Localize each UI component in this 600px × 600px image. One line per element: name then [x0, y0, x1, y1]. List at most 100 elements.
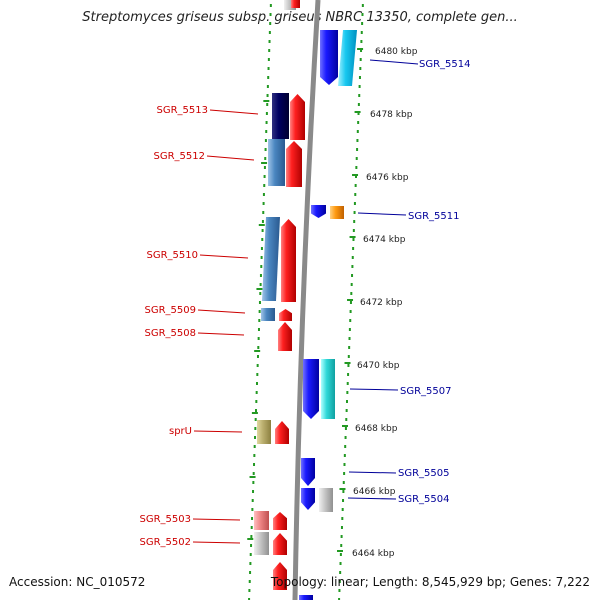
gene-sgr-5513-red[interactable]	[290, 94, 305, 140]
gene-sgr-5514-cyan[interactable]	[338, 30, 357, 86]
left-tick	[261, 229, 264, 232]
right-tick	[339, 553, 342, 556]
gene-label-sgr-5513[interactable]: SGR_5513	[157, 105, 209, 116]
gene-label-sgr-5508[interactable]: SGR_5508	[145, 328, 197, 339]
gene-sgr-5509-red[interactable]	[279, 309, 292, 321]
gene-sgr-5511-orange[interactable]	[330, 206, 344, 219]
gene-sgr-5512-steel[interactable]	[268, 139, 285, 186]
right-tick	[351, 256, 354, 259]
gene-sgr-5510-red[interactable]	[281, 219, 296, 302]
scale-label-6472: 6472 kbp	[360, 298, 403, 308]
left-tick	[257, 328, 260, 331]
scale-label-6464: 6464 kbp	[352, 549, 395, 559]
left-tick	[249, 562, 252, 565]
leader-sgr-5507	[349, 388, 399, 391]
right-tick	[343, 454, 346, 457]
right-tick	[352, 229, 355, 232]
gene-label-sgr-5509[interactable]: SGR_5509	[145, 305, 197, 316]
gene-label-sgr-5510[interactable]: SGR_5510	[147, 250, 199, 261]
right-tick	[342, 490, 345, 493]
left-tick	[262, 193, 265, 196]
right-tick	[339, 562, 342, 565]
gene-sgr-5502-red[interactable]	[273, 533, 287, 555]
right-tick	[358, 85, 361, 88]
gene-label-sgr-5505[interactable]: SGR_5505	[398, 468, 450, 479]
gene-label-sgr-5514[interactable]: SGR_5514	[419, 59, 471, 70]
left-tick	[258, 310, 261, 313]
left-tick	[256, 364, 259, 367]
left-tick	[253, 445, 256, 448]
major-tick	[349, 236, 356, 238]
leader-sgr-5511	[357, 212, 407, 216]
gene-label-sgr-5503[interactable]: SGR_5503	[140, 514, 192, 525]
gene-red-top[interactable]	[291, 0, 300, 8]
gene-features	[254, 0, 357, 600]
right-tick	[348, 337, 351, 340]
gene-sgr-5509-steel[interactable]	[261, 308, 275, 321]
left-tick	[260, 247, 263, 250]
right-tick	[356, 148, 359, 151]
gene-sgr-5507-blue[interactable]	[303, 359, 319, 419]
gene-label-sgr-5504[interactable]: SGR_5504	[398, 494, 450, 505]
right-tick	[340, 544, 343, 547]
right-tick	[361, 22, 364, 25]
right-tick	[361, 4, 364, 7]
left-tick	[253, 454, 256, 457]
left-tick	[267, 67, 270, 70]
left-tick	[260, 265, 263, 268]
gene-label-sgr-5511[interactable]: SGR_5511	[408, 211, 460, 222]
gene-label-sgr-5502[interactable]: SGR_5502	[140, 537, 192, 548]
left-tick	[257, 346, 260, 349]
gene-spru-khaki[interactable]	[257, 420, 271, 444]
left-tick	[255, 400, 258, 403]
left-tick	[253, 463, 256, 466]
right-tick	[358, 94, 361, 97]
left-tick	[268, 40, 271, 43]
gene-spru-red[interactable]	[275, 421, 289, 444]
gene-sgr-5504-gray[interactable]	[319, 488, 333, 512]
gene-label-sgr-5512[interactable]: SGR_5512	[154, 151, 206, 162]
right-tick	[360, 31, 363, 34]
gene-sgr-5504-blue[interactable]	[301, 488, 315, 510]
gene-sgr-5505-blue[interactable]	[301, 458, 315, 486]
right-tick	[354, 193, 357, 196]
gene-gray-top[interactable]	[284, 0, 296, 10]
gene-sgr-5508-red[interactable]	[278, 322, 292, 351]
scale-label-6480: 6480 kbp	[375, 47, 418, 57]
gene-sgr-5513-navy[interactable]	[272, 93, 289, 139]
left-tick	[261, 220, 264, 223]
gene-label-sgr-5507[interactable]: SGR_5507	[400, 386, 452, 397]
right-tick	[341, 508, 344, 511]
left-tick	[268, 49, 271, 52]
right-tick	[350, 283, 353, 286]
left-tick	[252, 490, 255, 493]
left-tick	[250, 535, 253, 538]
major-tick	[357, 48, 364, 50]
left-tick	[257, 337, 260, 340]
scale-label-6478: 6478 kbp	[370, 110, 413, 120]
gene-sgr-5502-gray[interactable]	[254, 532, 269, 555]
right-tick	[349, 301, 352, 304]
left-tick	[255, 409, 258, 412]
gene-red-bottom[interactable]	[273, 562, 287, 590]
right-tick	[347, 373, 350, 376]
right-tick	[354, 184, 357, 187]
gene-sgr-5514-blue[interactable]	[320, 30, 338, 85]
gene-label-spru[interactable]: sprU	[169, 426, 192, 437]
left-tick	[250, 544, 253, 547]
gene-blue-bottom[interactable]	[299, 595, 313, 600]
gene-sgr-5503-pink[interactable]	[254, 511, 269, 530]
right-tick	[361, 13, 364, 16]
gene-sgr-5510-steel[interactable]	[262, 217, 280, 301]
right-tick	[345, 418, 348, 421]
major-tick	[254, 350, 261, 352]
gene-sgr-5507-teal[interactable]	[321, 359, 335, 419]
gene-sgr-5512-red[interactable]	[286, 141, 302, 187]
gene-sgr-5503-red[interactable]	[273, 512, 287, 530]
gene-sgr-5511-blue[interactable]	[311, 205, 326, 218]
right-tick	[349, 310, 352, 313]
major-tick	[258, 224, 265, 226]
left-tick	[261, 238, 264, 241]
major-tick	[247, 538, 254, 540]
